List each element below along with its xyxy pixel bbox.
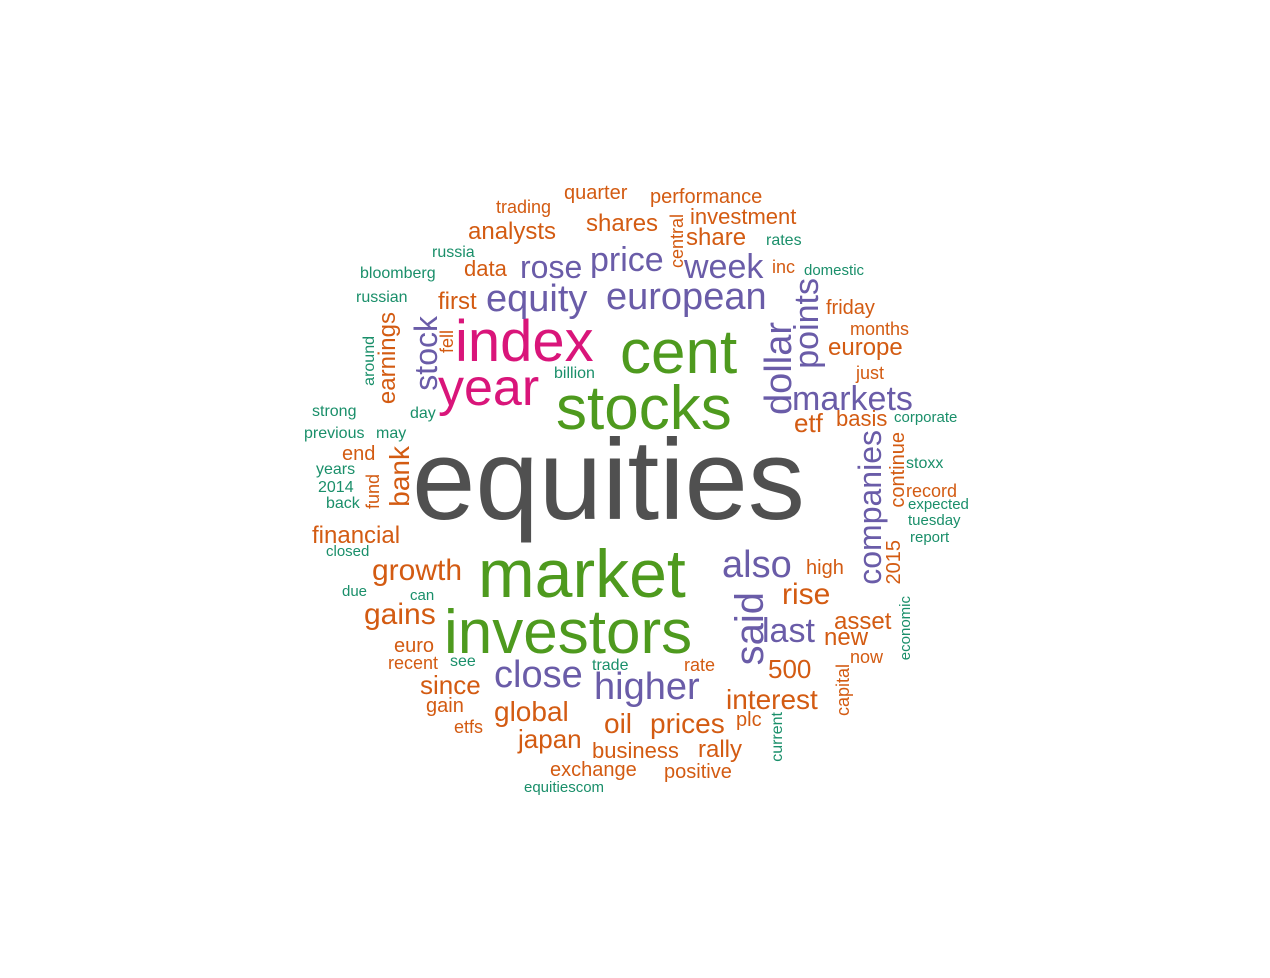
word-investors: investors (444, 598, 693, 667)
word-interest: interest (726, 684, 818, 715)
word-may: may (376, 425, 407, 442)
word-stocks: stocks (556, 374, 732, 443)
word-companies: companies (852, 430, 888, 585)
word-index: index (455, 309, 594, 374)
word-stock: stock (408, 316, 444, 391)
word-closed: closed (326, 543, 370, 560)
word-market: market (478, 536, 686, 612)
word-year: year (438, 359, 540, 417)
word-just: just (856, 363, 885, 383)
word-record: record (906, 481, 958, 501)
word-also: also (722, 544, 792, 586)
word-back: back (326, 495, 360, 512)
word-trade: trade (592, 657, 629, 674)
word-capital: capital (833, 664, 853, 717)
word-rally: rally (698, 736, 743, 763)
word-share: share (686, 224, 747, 251)
word-financial: financial (312, 522, 401, 549)
word-2014: 2014 (318, 479, 354, 496)
word-years: years (316, 461, 356, 478)
word-recent: recent (388, 653, 439, 673)
word-performance: performance (650, 186, 763, 208)
word-end: end (342, 443, 376, 465)
word-global: global (494, 696, 569, 727)
word-equities: equities (412, 417, 805, 544)
word-rose: rose (520, 249, 583, 285)
word-last: last (762, 612, 815, 650)
word-data: data (464, 256, 507, 281)
word-analysts: analysts (468, 218, 557, 245)
word-business: business (592, 738, 679, 763)
word-basis: basis (836, 406, 888, 431)
word-etfs: etfs (454, 717, 484, 737)
word-close: close (494, 654, 583, 696)
word-asset: asset (834, 608, 892, 635)
word-gains: gains (364, 598, 436, 631)
word-fell: fell (437, 330, 457, 354)
word-bank: bank (384, 446, 415, 507)
word-russia: russia (432, 244, 475, 261)
word-markets: markets (792, 380, 913, 418)
word-first: first (438, 288, 477, 315)
word-japan: japan (518, 724, 582, 754)
word-euro: euro (394, 635, 435, 657)
word-months: months (850, 319, 910, 339)
word-corporate: corporate (894, 409, 958, 426)
word-domestic: domestic (804, 262, 865, 279)
word-around: around (361, 336, 378, 386)
word-week: week (684, 248, 764, 286)
word-equitiescom: equitiescom (524, 779, 605, 796)
word-trading: trading (496, 197, 552, 217)
word-europe: europe (828, 334, 903, 361)
word-plc: plc (736, 709, 762, 731)
word-previous: previous (304, 425, 365, 442)
word-stoxx: stoxx (906, 455, 944, 472)
word-500: 500 (768, 654, 812, 684)
word-central: central (667, 214, 687, 269)
word-expected: expected (908, 496, 969, 513)
word-shares: shares (586, 210, 659, 237)
word-cent: cent (620, 318, 738, 387)
word-rate: rate (684, 655, 716, 675)
word-tuesday: tuesday (908, 512, 961, 529)
word-earnings: earnings (374, 312, 401, 405)
word-high: high (806, 557, 844, 579)
word-continue: continue (887, 432, 909, 508)
word-2015: 2015 (883, 540, 905, 585)
word-oil: oil (604, 708, 633, 739)
word-friday: friday (826, 297, 875, 319)
word-higher: higher (594, 666, 700, 708)
word-price: price (590, 241, 664, 279)
word-current: current (769, 712, 786, 762)
word-fund: fund (363, 474, 383, 510)
word-european: european (606, 276, 767, 318)
word-prices: prices (650, 708, 725, 739)
word-gain: gain (426, 695, 464, 717)
word-rates: rates (766, 232, 802, 249)
word-quarter: quarter (564, 182, 628, 204)
word-see: see (450, 653, 476, 670)
word-strong: strong (312, 403, 357, 420)
word-exchange: exchange (550, 759, 637, 781)
word-due: due (342, 583, 368, 600)
word-economic: economic (897, 596, 914, 661)
word-equity: equity (486, 278, 588, 320)
word-billion: billion (554, 365, 595, 382)
word-inc: inc (772, 257, 796, 277)
word-investment: investment (690, 204, 797, 229)
word-points: points (788, 278, 826, 369)
word-etf: etf (794, 408, 823, 438)
word-positive: positive (664, 761, 732, 783)
word-growth: growth (372, 554, 463, 587)
word-report: report (910, 529, 950, 546)
word-can: can (410, 587, 435, 604)
word-since: since (420, 670, 481, 700)
word-day: day (410, 405, 436, 422)
word-new: new (824, 624, 869, 651)
word-now: now (850, 647, 884, 667)
word-rise: rise (782, 578, 831, 611)
word-bloomberg: bloomberg (360, 265, 436, 282)
word-russian: russian (356, 289, 408, 306)
